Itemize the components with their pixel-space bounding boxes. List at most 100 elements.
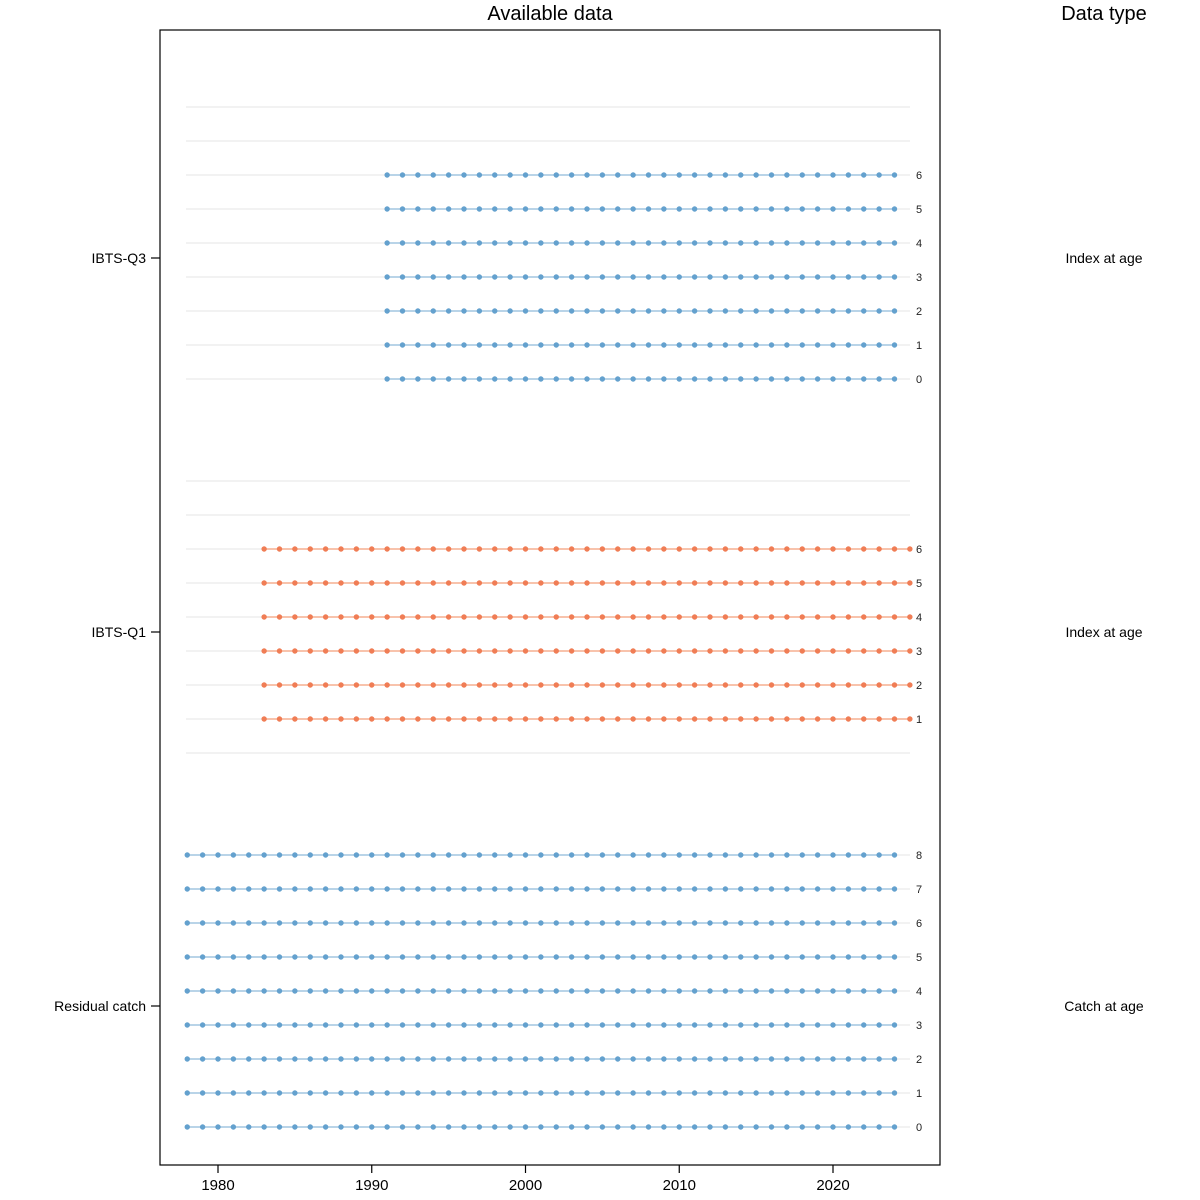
data-point [353, 614, 360, 620]
data-point [599, 1056, 606, 1062]
data-point [507, 308, 513, 314]
data-point [399, 852, 406, 858]
data-point [645, 580, 652, 586]
data-point [553, 886, 559, 892]
data-point [492, 342, 498, 348]
data-point [507, 1124, 513, 1130]
data-point [784, 988, 790, 994]
data-point [246, 1090, 252, 1096]
data-point [369, 682, 375, 688]
data-point [753, 1090, 759, 1096]
data-point [568, 274, 575, 280]
data-point [722, 206, 729, 212]
data-point [568, 240, 575, 246]
data-point [645, 920, 652, 926]
data-point [676, 920, 682, 926]
data-point [645, 648, 652, 654]
data-point [399, 886, 406, 892]
data-point [184, 1022, 190, 1028]
data-point [661, 648, 667, 654]
data-point [707, 988, 713, 994]
data-point [599, 1124, 606, 1130]
data-point [676, 1022, 682, 1028]
data-point [599, 614, 606, 620]
data-point [261, 988, 267, 994]
data-point [584, 716, 590, 722]
data-point [599, 716, 606, 722]
data-point [568, 920, 575, 926]
data-point [568, 172, 575, 178]
data-point [599, 206, 606, 212]
data-point [538, 376, 544, 382]
data-point [768, 1056, 775, 1062]
data-point [599, 580, 606, 586]
age-label: 2 [916, 1054, 922, 1066]
data-point [876, 172, 882, 178]
data-point [876, 1090, 882, 1096]
data-point [814, 342, 821, 348]
data-point [384, 852, 390, 858]
data-point [276, 546, 283, 552]
data-point [738, 1022, 744, 1028]
data-point [522, 886, 529, 892]
data-point [676, 716, 682, 722]
data-point [645, 206, 652, 212]
data-point [430, 1124, 436, 1130]
data-point [430, 648, 436, 654]
data-point [430, 1022, 436, 1028]
data-point [476, 920, 483, 926]
data-point [261, 1124, 267, 1130]
data-point [430, 852, 436, 858]
data-point [691, 546, 698, 552]
data-point [691, 172, 698, 178]
data-point [814, 308, 821, 314]
data-point [722, 988, 729, 994]
data-point [768, 1090, 775, 1096]
data-point [322, 546, 329, 552]
data-point [292, 580, 298, 586]
datatype-label-ibts-q3: Index at age [1065, 250, 1143, 266]
data-point [861, 1124, 867, 1130]
data-point [353, 954, 360, 960]
data-point [384, 1124, 390, 1130]
data-point [507, 342, 513, 348]
data-point [845, 1056, 852, 1062]
data-point [276, 1090, 283, 1096]
data-point [568, 376, 575, 382]
data-point [784, 308, 790, 314]
data-point [661, 1022, 667, 1028]
data-point [246, 886, 252, 892]
data-point [645, 886, 652, 892]
data-point [814, 376, 821, 382]
data-point [630, 1090, 636, 1096]
data-point [538, 1022, 544, 1028]
age-label: 0 [916, 1122, 922, 1134]
data-point [845, 1090, 852, 1096]
data-point [322, 1022, 329, 1028]
data-point [292, 1124, 298, 1130]
data-point [891, 206, 898, 212]
data-point [568, 614, 575, 620]
data-point [522, 920, 529, 926]
data-point [830, 682, 836, 688]
data-point [430, 172, 436, 178]
data-point [707, 308, 713, 314]
data-point [722, 172, 729, 178]
data-point [184, 1056, 190, 1062]
data-point [891, 546, 898, 552]
data-point [492, 240, 498, 246]
data-point [399, 206, 406, 212]
data-point [845, 886, 852, 892]
data-point [307, 682, 313, 688]
data-point [199, 886, 206, 892]
data-point [630, 240, 636, 246]
data-point [476, 614, 483, 620]
age-label: 4 [916, 986, 922, 998]
data-point [507, 716, 513, 722]
data-point [184, 920, 190, 926]
data-point [691, 274, 698, 280]
data-point [753, 648, 759, 654]
data-point [722, 1090, 729, 1096]
data-point [784, 954, 790, 960]
data-point [292, 954, 298, 960]
